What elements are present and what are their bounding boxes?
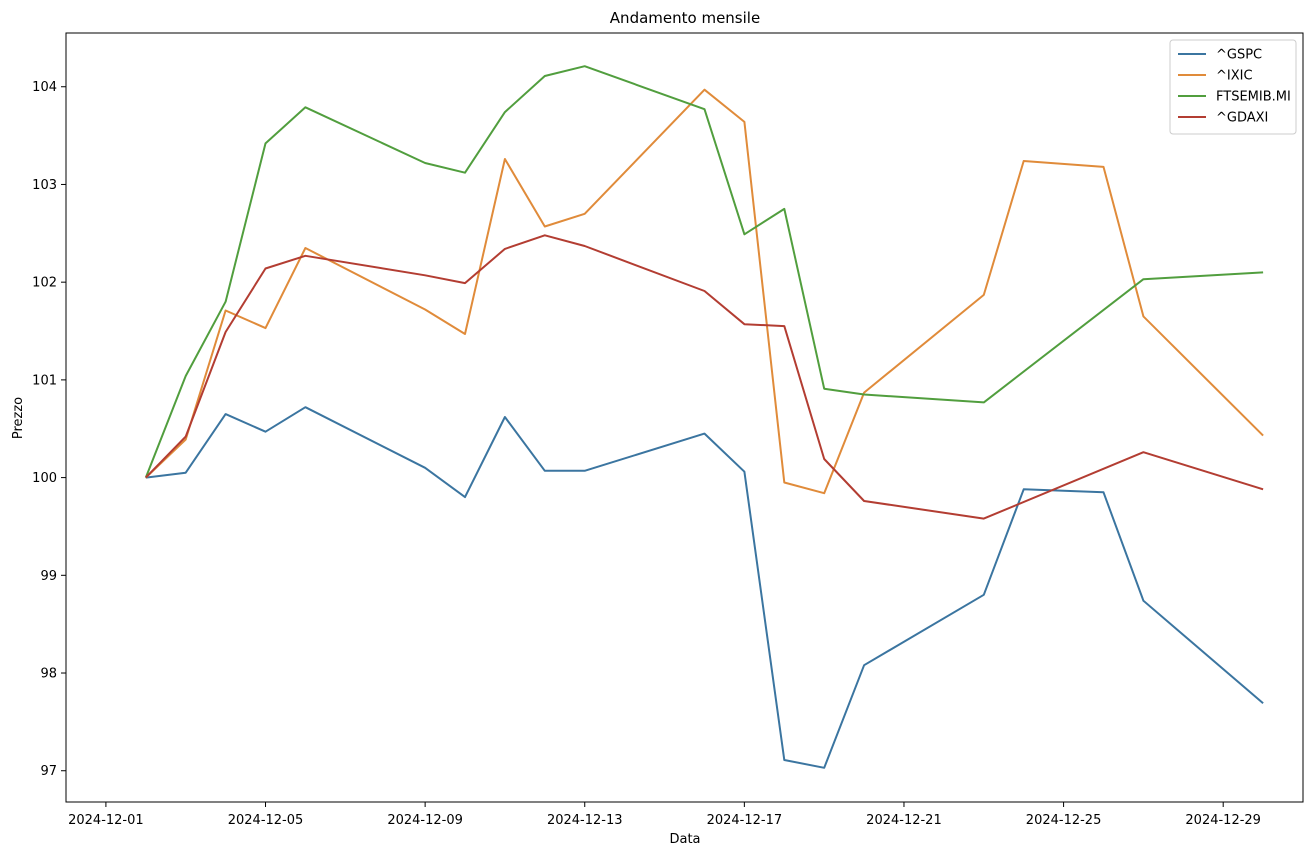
x-tick-label: 2024-12-01 xyxy=(68,813,144,828)
x-tick-label: 2024-12-29 xyxy=(1185,813,1261,828)
y-tick-label: 103 xyxy=(32,178,57,193)
plot-frame xyxy=(65,32,1304,803)
x-axis: 2024-12-01 2024-12-05 2024-12-09 2024-12-13… xyxy=(68,802,1261,828)
series-line-2 xyxy=(144,65,1264,478)
x-tick-label: 2024-12-05 xyxy=(228,813,304,828)
y-tick-label: 99 xyxy=(40,569,57,584)
plot-lines xyxy=(144,65,1264,769)
legend: ^GSPC ^IXIC FTSEMIB.MI ^GDAXI xyxy=(1169,39,1297,135)
legend-box xyxy=(1169,39,1297,135)
y-tick-label: 101 xyxy=(32,373,57,388)
y-tick-label: 100 xyxy=(32,471,57,486)
x-axis-label: Data xyxy=(669,832,700,847)
x-tick-label: 2024-12-21 xyxy=(866,813,942,828)
series-line-3 xyxy=(145,234,1264,520)
y-tick-label: 97 xyxy=(40,764,57,779)
legend-label: FTSEMIB.MI xyxy=(1216,90,1291,105)
x-tick-label: 2024-12-25 xyxy=(1026,813,1102,828)
legend-label: ^IXIC xyxy=(1216,69,1253,84)
chart-title: Andamento mensile xyxy=(610,9,760,27)
y-tick-label: 102 xyxy=(32,276,57,291)
series-line-1 xyxy=(145,88,1264,495)
legend-label: ^GDAXI xyxy=(1216,111,1268,126)
x-tick-label: 2024-12-09 xyxy=(387,813,463,828)
y-axis: 97 98 99 100 101 102 103 104 xyxy=(32,80,66,779)
x-tick-label: 2024-12-17 xyxy=(707,813,783,828)
y-tick-label: 98 xyxy=(40,667,57,682)
series-line-0 xyxy=(145,406,1264,769)
legend-label: ^GSPC xyxy=(1216,48,1262,63)
y-axis-label: Prezzo xyxy=(11,397,26,439)
x-tick-label: 2024-12-13 xyxy=(547,813,623,828)
y-tick-label: 104 xyxy=(32,80,57,95)
